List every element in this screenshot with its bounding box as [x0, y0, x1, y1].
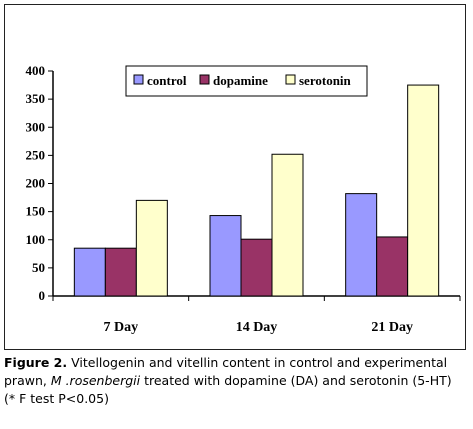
y-tick-label: 150	[26, 204, 46, 219]
y-tick-label: 400	[26, 63, 46, 78]
caption-text-after: treated with dopamine (DA) and serotonin…	[4, 373, 452, 406]
legend-label-dopamine: dopamine	[213, 73, 268, 88]
y-tick-label: 350	[26, 91, 46, 106]
x-category-label: 7 Day	[104, 320, 139, 335]
y-tick-label: 300	[26, 119, 46, 134]
bar-serotonin-21-day	[407, 84, 440, 297]
bar-dopamine-7-day	[104, 247, 137, 297]
legend-label-control: control	[147, 73, 187, 88]
chart-frame: 0 50 100 150 200 250 300 350 400 7 Day 14 Day 21 Da…	[4, 4, 466, 350]
y-tick-label: 200	[26, 176, 46, 191]
figure-caption: Figure 2. Vitellogenin and vitellin cont…	[4, 354, 466, 408]
legend-swatch-serotonin	[285, 74, 296, 85]
y-tick-label: 100	[26, 232, 46, 247]
bar-dopamine-21-day	[376, 236, 409, 297]
y-tick-label: 250	[26, 147, 46, 162]
x-category-label: 21 Day	[371, 320, 413, 335]
bar-control-7-day	[73, 247, 106, 297]
legend-label-serotonin: serotonin	[299, 73, 352, 88]
bar-control-21-day	[345, 193, 378, 297]
y-tick-label: 0	[39, 288, 46, 303]
legend-swatch-control	[133, 74, 144, 85]
bar-serotonin-7-day	[135, 199, 168, 297]
caption-species: M .rosenbergii	[50, 373, 141, 388]
x-category-label: 14 Day	[236, 320, 278, 335]
caption-label: Figure 2.	[4, 355, 68, 370]
bar-dopamine-14-day	[240, 238, 273, 297]
bar-serotonin-14-day	[271, 153, 304, 297]
bar-control-14-day	[209, 215, 242, 297]
chart: 0 50 100 150 200 250 300 350 400 7 Day 14 Day 21 Da…	[26, 63, 461, 335]
caption-text-before: Vitellogenin and vitellin content in con…	[4, 355, 448, 388]
legend-box	[125, 65, 368, 97]
legend-swatch-dopamine	[199, 74, 210, 85]
y-tick-label: 50	[32, 260, 45, 275]
